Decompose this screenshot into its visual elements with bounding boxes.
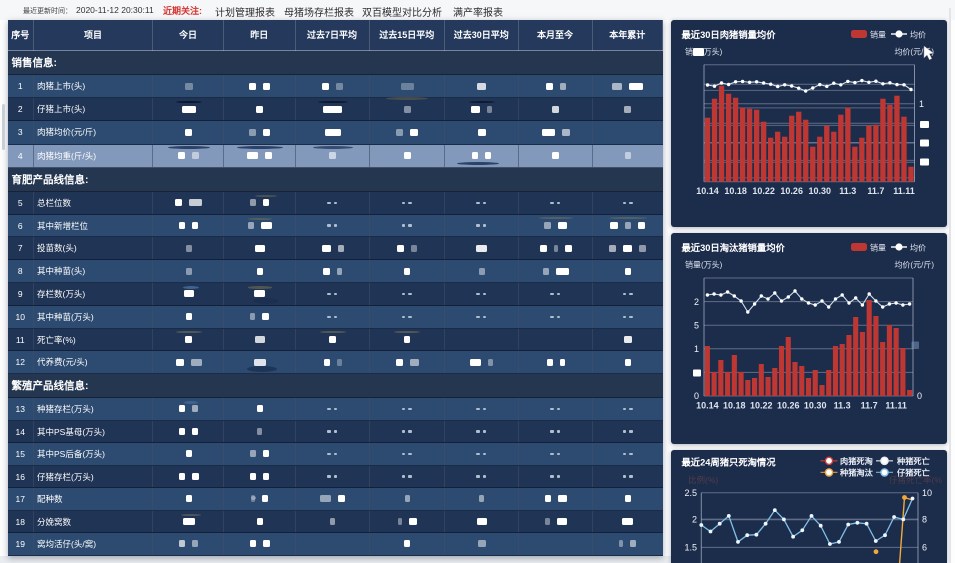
svg-text:销量: 销量 xyxy=(870,243,886,253)
svg-text:均价(元/斤): 均价(元/斤) xyxy=(894,47,934,57)
svg-text:仔猪死亡率(%: 仔猪死亡率(% xyxy=(889,475,942,485)
svg-text:10.18: 10.18 xyxy=(724,186,747,196)
svg-text:均价: 均价 xyxy=(910,30,926,40)
svg-text:10: 10 xyxy=(922,488,932,498)
svg-text:8: 8 xyxy=(922,514,927,524)
svg-text:0: 0 xyxy=(917,391,922,401)
svg-text:0: 0 xyxy=(694,391,699,401)
svg-text:2: 2 xyxy=(692,514,697,524)
svg-text:种猪死亡: 种猪死亡 xyxy=(896,456,930,466)
svg-text:11.11: 11.11 xyxy=(885,401,907,411)
svg-text:销量: 销量 xyxy=(870,30,886,40)
svg-text:销量(万头): 销量(万头) xyxy=(685,260,723,270)
svg-text:6: 6 xyxy=(922,542,927,552)
svg-text:11.3: 11.3 xyxy=(834,401,851,411)
svg-text:仔猪死亡: 仔猪死亡 xyxy=(897,468,930,478)
svg-text:最近30日淘汰猪销量均价: 最近30日淘汰猪销量均价 xyxy=(682,242,786,253)
svg-text:最近30日肉猪销量均价: 最近30日肉猪销量均价 xyxy=(682,29,777,40)
svg-text:11.3: 11.3 xyxy=(839,186,856,196)
svg-text:10.26: 10.26 xyxy=(780,186,803,196)
svg-text:10.30: 10.30 xyxy=(804,401,827,411)
svg-text:10.22: 10.22 xyxy=(750,401,773,411)
svg-text:10.26: 10.26 xyxy=(777,401,800,411)
svg-text:11.7: 11.7 xyxy=(861,401,878,411)
svg-text:5: 5 xyxy=(694,321,699,331)
svg-text:1: 1 xyxy=(919,99,924,109)
svg-text:10.14: 10.14 xyxy=(696,401,719,411)
svg-text:比例(%): 比例(%) xyxy=(688,475,718,485)
svg-text:种猪淘汰: 种猪淘汰 xyxy=(839,468,874,478)
svg-text:10.22: 10.22 xyxy=(752,186,775,196)
svg-text:2.5: 2.5 xyxy=(684,488,697,498)
svg-text:1: 1 xyxy=(694,344,699,354)
svg-text:均价(元/斤): 均价(元/斤) xyxy=(894,260,934,270)
svg-text:11.11: 11.11 xyxy=(893,186,915,196)
svg-text:10.14: 10.14 xyxy=(696,186,719,196)
svg-text:肉猪死淘: 肉猪死淘 xyxy=(840,456,873,466)
svg-text:1.5: 1.5 xyxy=(684,542,697,552)
svg-text:11.7: 11.7 xyxy=(867,186,884,196)
svg-text:2: 2 xyxy=(694,297,699,307)
svg-text:10.18: 10.18 xyxy=(723,401,746,411)
svg-text:最近24周猪只死淘情况: 最近24周猪只死淘情况 xyxy=(682,457,777,468)
svg-text:10.30: 10.30 xyxy=(809,186,832,196)
svg-text:均价: 均价 xyxy=(910,243,926,253)
